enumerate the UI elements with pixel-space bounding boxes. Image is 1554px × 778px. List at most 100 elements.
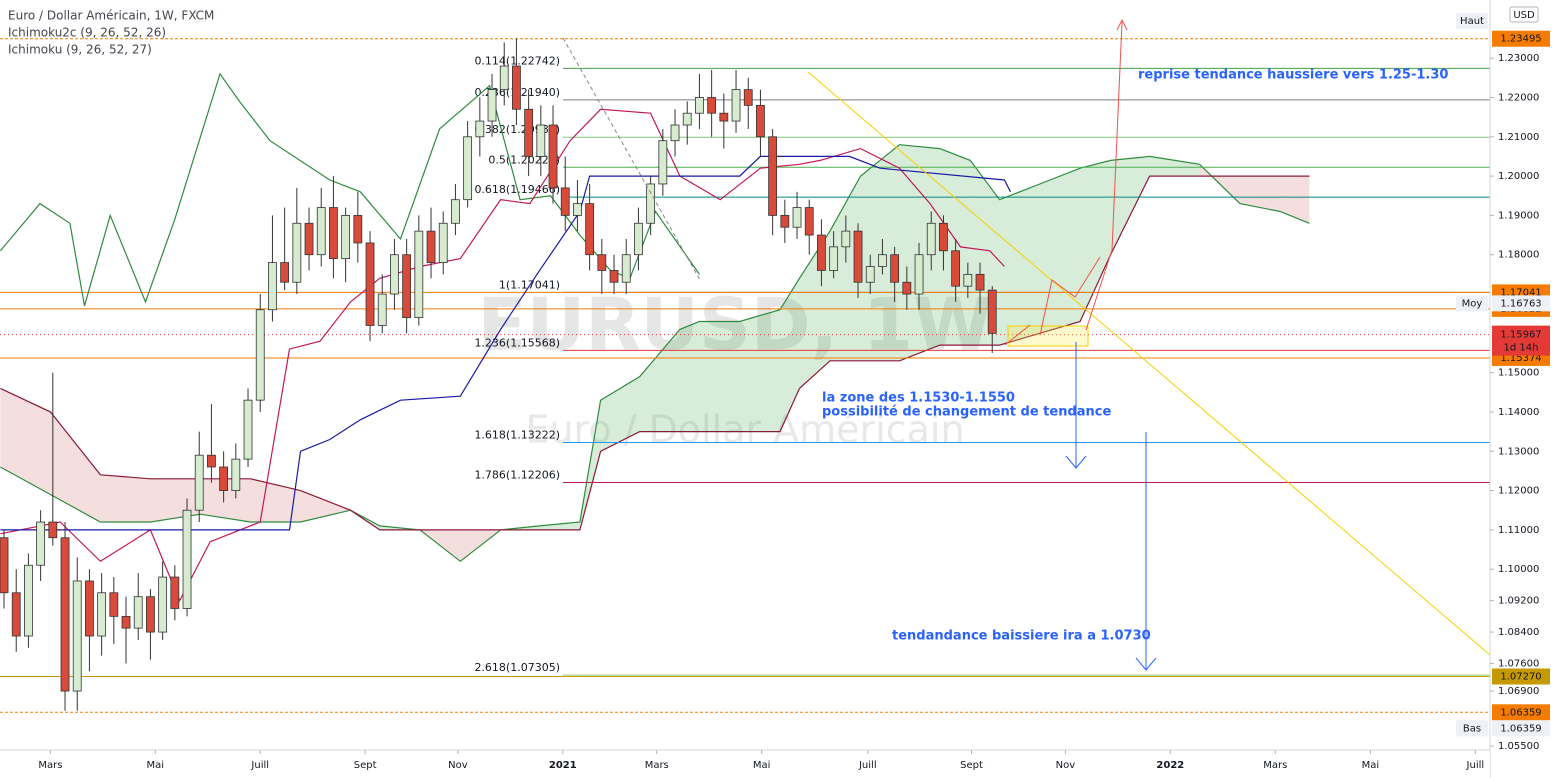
currency-box [1509,6,1539,23]
y-tick-label: 1.15000 [1498,368,1539,379]
y-tick-label: 1.19000 [1498,210,1539,221]
candle-body [231,458,241,491]
cloud-fill [679,321,700,432]
candle-body [829,246,839,271]
cloud-fill [1149,156,1200,177]
candle-body [426,230,436,263]
x-tick-label: Mai [147,760,165,771]
cloud-fill [1280,176,1310,224]
candle-body [902,281,912,295]
stat-name-bg [1456,295,1488,312]
candle-body [243,399,253,460]
arrow-head [1135,657,1157,671]
x-tick-label: Juill [1466,760,1485,771]
y-tick-label: 1.14000 [1498,407,1539,418]
candle-body [48,521,58,539]
cloud-fill [300,490,351,523]
cloud-fill [860,144,900,361]
x-tick-label: 2021 [549,760,577,771]
cloud-fill [600,376,640,452]
candle-body [353,215,363,244]
candle-body [414,230,424,319]
annotation: la zone des 1.1530-1.1550 [822,391,1015,406]
candle-body [585,203,595,256]
candle-body [268,262,277,311]
y-tick-label: 1.07600 [1498,659,1539,670]
candle-body [109,592,119,617]
candle-body [817,234,826,271]
candle-body [878,254,887,267]
candle-body [841,230,851,248]
price-tag: 1.07270 [1500,671,1541,682]
candle-body [987,289,997,334]
candle-body [280,262,290,283]
candle-body [707,97,717,114]
forecast-arrow [1085,21,1123,331]
candle-body [926,222,936,256]
annotations: reprise tendance haussiere vers 1.25-1.3… [822,68,1448,644]
candle-body [487,89,497,122]
forecast-arrow [1004,324,1031,346]
candle-body [133,596,143,629]
candle-body [658,140,668,185]
candle-body [682,112,692,126]
candle-body [609,270,619,283]
cloud-fill [100,474,151,523]
candle-body [524,108,534,157]
candle-body [670,124,680,142]
cloud-fill [829,176,861,361]
candle-body [341,215,351,260]
x-tick-label: Sept [960,760,983,771]
candle-body [377,293,387,326]
stat-tag: 1.16763 [1500,298,1541,309]
candle-body [475,120,485,138]
candle-body [316,207,326,256]
candle-body [536,124,546,157]
last-price-bg [1492,325,1550,356]
candle-body [853,230,863,283]
fib-label: 0.114(1.22742) [474,54,560,67]
candle-body [451,199,460,224]
span-b-line [0,175,1310,531]
candle-body [597,254,607,271]
span-a-line [0,144,1310,563]
candle-body [329,207,338,260]
cloud-fill [779,278,800,432]
price-tag: 1.17041 [1500,287,1541,298]
candle-body [0,537,9,594]
price-tag-bg [1492,30,1550,47]
y-tick-label: 1.10000 [1498,564,1539,575]
candle-body [804,207,814,236]
cloud-fill [539,522,580,530]
fib-label: 1.236(1.15568) [474,336,560,349]
cloud-fill [739,309,780,432]
forecast-arrow [1039,256,1101,336]
candle-body [72,580,82,692]
candle-body [255,309,265,401]
y-tick-label: 1.06900 [1498,686,1539,697]
candle-body [438,222,448,263]
indicator-line [0,155,1012,531]
candle-body [463,136,473,201]
x-tick-label: Juill [250,760,269,771]
stat-name-bg [1456,13,1488,29]
y-tick-label: 1.18000 [1498,250,1539,261]
axes: 1.23000 1.22000 1.21000 1.20000 1.19000 1.180… [38,13,1550,771]
x-tick-label: Mai [753,760,771,771]
candle-body [60,537,70,692]
fib-label: 0.382(1.20989) [474,123,560,136]
cloud-fill [699,321,740,432]
annotation: reprise tendance haussiere vers 1.25-1.3… [1138,68,1448,83]
x-tick-label: Mai [1362,760,1380,771]
candle-body [792,207,802,228]
candle-body [634,222,643,256]
price-tag-bg [1492,704,1550,721]
candle-body [939,222,948,252]
candle-body [11,592,21,637]
candle-body [731,89,741,122]
zone-box [1007,325,1089,347]
candle-body [121,615,131,629]
time-axis [0,750,1490,778]
candle-body [865,266,875,283]
